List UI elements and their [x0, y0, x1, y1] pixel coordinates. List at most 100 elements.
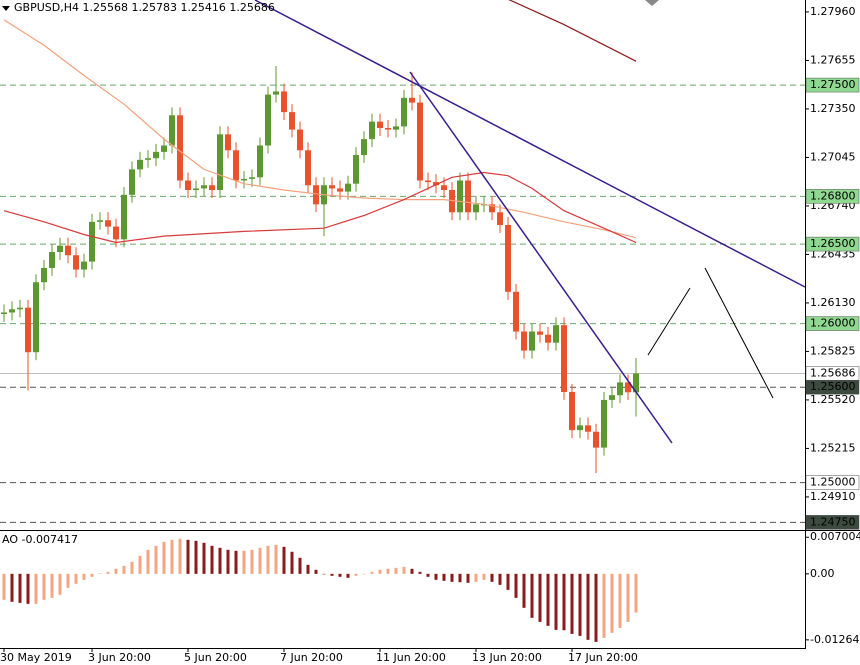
histogram-bar — [218, 547, 222, 574]
histogram-bar — [362, 573, 366, 575]
histogram-bar — [74, 573, 78, 584]
x-tick-label: 17 Jun 20:00 — [568, 651, 638, 664]
candle-body — [17, 307, 23, 310]
histogram-bar — [338, 573, 342, 577]
histogram-bar — [594, 573, 598, 642]
candle-body — [297, 129, 303, 151]
histogram-bar — [106, 571, 110, 574]
candle-body — [345, 183, 351, 192]
candle-body — [153, 151, 159, 159]
histogram-bar — [602, 573, 606, 638]
histogram-bar — [514, 573, 518, 598]
level-label: 1.25686 — [810, 367, 856, 380]
level-label-box — [805, 316, 860, 331]
candle-body — [185, 180, 191, 191]
candle-body — [401, 97, 407, 127]
trend-line — [409, 71, 673, 444]
candle-body — [585, 425, 591, 432]
marker — [645, 0, 659, 6]
candle-body — [353, 155, 359, 184]
histogram-bar — [498, 573, 502, 585]
histogram-bar — [122, 565, 126, 574]
candle-body — [305, 150, 311, 186]
histogram-bar — [386, 568, 390, 574]
candle-body — [257, 145, 263, 178]
histogram-bar — [322, 573, 326, 575]
y-tick-label: 0.00 — [810, 567, 835, 580]
level-label-box — [805, 475, 860, 490]
histogram-bar — [586, 573, 590, 640]
trend-line — [254, 0, 806, 288]
candle-body — [569, 391, 575, 431]
x-tick-label: 11 Jun 20:00 — [376, 651, 446, 664]
candle-body — [593, 431, 599, 448]
histogram-bar — [18, 573, 22, 603]
histogram-bar — [130, 561, 134, 574]
y-tick-label: 1.24910 — [810, 490, 856, 503]
histogram-bar — [410, 568, 414, 574]
moving-average — [3, 19, 637, 239]
candle-body — [337, 188, 343, 192]
candle-body — [225, 134, 231, 151]
histogram-bar — [394, 567, 398, 574]
candle-body — [25, 307, 31, 353]
candle-body — [49, 252, 55, 268]
candle-body — [521, 331, 527, 351]
histogram-bar — [194, 540, 198, 574]
projection-line — [704, 267, 774, 399]
y-tick-label: 0.007004 — [810, 530, 860, 543]
candle-body — [329, 185, 335, 189]
level-label: 1.26800 — [810, 189, 856, 202]
histogram-bar — [82, 573, 86, 580]
histogram-bar — [626, 573, 630, 622]
candle-body — [73, 255, 79, 270]
candle-body — [81, 261, 87, 270]
histogram-bar — [530, 573, 534, 618]
histogram-bar — [66, 573, 70, 588]
y-tick-label: 1.27350 — [810, 102, 856, 115]
histogram-bar — [506, 573, 510, 590]
candle-body — [409, 97, 415, 103]
histogram-bar — [90, 573, 94, 577]
candle-body — [193, 188, 199, 191]
histogram-bar — [10, 573, 14, 602]
histogram-bar — [34, 573, 38, 604]
histogram-bar — [306, 564, 310, 574]
candle-body — [289, 112, 295, 130]
histogram-bar — [178, 538, 182, 574]
candle-body — [33, 282, 39, 353]
histogram-bar — [490, 573, 494, 582]
histogram-bar — [298, 557, 302, 574]
histogram-bar — [578, 573, 582, 636]
candle-body — [425, 180, 431, 183]
level-label-box — [805, 236, 860, 252]
y-tick-label: 1.26130 — [810, 296, 856, 309]
candle-body — [1, 312, 7, 315]
candle-body — [121, 194, 127, 240]
histogram-bar — [314, 569, 318, 574]
moving-average — [508, 0, 637, 62]
candle-body — [201, 185, 207, 189]
histogram-bar — [138, 555, 142, 574]
candle-body — [625, 382, 631, 393]
candle-body — [377, 121, 383, 129]
candle-body — [41, 267, 47, 283]
menu-icon — [2, 6, 10, 11]
histogram-bar — [146, 549, 150, 574]
candle-body — [529, 331, 535, 351]
histogram-bar — [58, 573, 62, 595]
histogram-bar — [226, 549, 230, 574]
x-tick-label: 3 Jun 20:00 — [88, 651, 151, 664]
histogram-bar — [162, 541, 166, 574]
histogram-bar — [378, 569, 382, 574]
x-tick-label: 13 Jun 20:00 — [472, 651, 542, 664]
indicator-title: AO -0.007417 — [2, 533, 78, 546]
candle-body — [537, 331, 543, 335]
histogram-bar — [202, 542, 206, 574]
histogram-bar — [522, 573, 526, 608]
histogram-bar — [114, 568, 118, 574]
histogram-bar — [98, 573, 102, 574]
histogram-bar — [426, 573, 430, 577]
histogram-bar — [538, 573, 542, 622]
